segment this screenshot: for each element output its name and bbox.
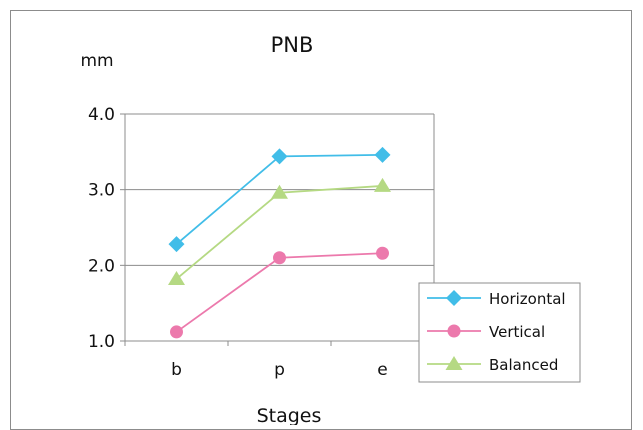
y-tick-label: 2.0 xyxy=(88,256,115,276)
grid-layer xyxy=(125,113,434,342)
data-point-vertical xyxy=(170,325,183,339)
legend-label-horizontal: Horizontal xyxy=(489,290,566,308)
data-point-horizontal xyxy=(271,148,288,165)
chart-title: PNB xyxy=(271,33,314,57)
data-point-horizontal xyxy=(374,146,391,163)
legend-label-balanced: Balanced xyxy=(489,356,558,374)
data-point-balanced xyxy=(168,270,185,285)
x-tick-label: b xyxy=(171,360,182,380)
legend-label-vertical: Vertical xyxy=(489,323,545,341)
data-point-horizontal xyxy=(168,236,185,253)
legend-marker-balanced xyxy=(445,356,463,370)
y-unit-label: mm xyxy=(80,51,113,71)
data-point-vertical xyxy=(273,251,286,265)
legend: Horizontal Vertical Balanced xyxy=(418,282,581,383)
x-tick-label: p xyxy=(274,360,285,380)
legend-box xyxy=(418,282,581,383)
legend-marker-horizontal xyxy=(446,290,462,306)
series-layer xyxy=(168,146,391,339)
y-tick-label: 3.0 xyxy=(88,181,115,201)
legend-marker-vertical xyxy=(447,324,461,338)
series-line-horizontal xyxy=(175,153,383,245)
x-tick-label: e xyxy=(377,360,387,380)
y-tick-label: 1.0 xyxy=(88,332,115,352)
data-point-balanced xyxy=(374,177,391,192)
data-point-vertical xyxy=(376,246,389,260)
axis-layer: 1.0 2.0 3.0 4.0 b p e xyxy=(88,105,435,380)
x-axis-title: Stages xyxy=(257,405,322,425)
data-point-balanced xyxy=(271,184,288,199)
y-tick-label: 4.0 xyxy=(88,105,115,125)
